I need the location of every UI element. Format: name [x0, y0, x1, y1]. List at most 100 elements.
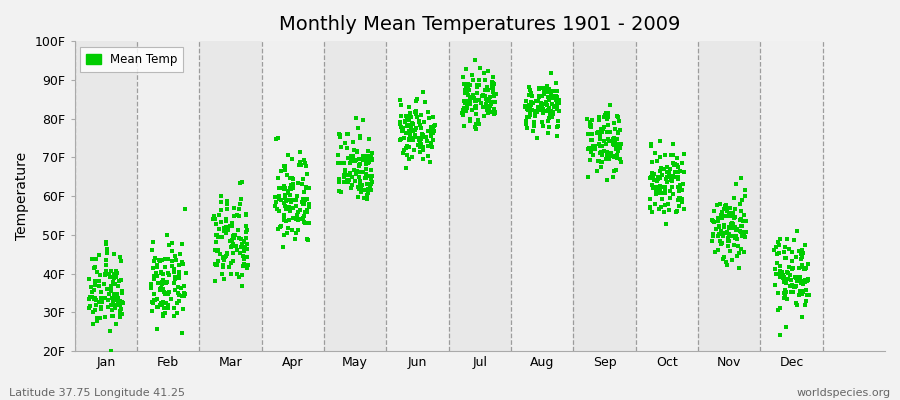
Point — [465, 77, 480, 83]
Point — [675, 196, 689, 202]
Point — [408, 134, 422, 141]
Point — [652, 138, 667, 144]
Point — [716, 256, 730, 262]
Point — [224, 237, 238, 243]
Point — [412, 135, 427, 141]
Point — [603, 128, 617, 135]
Point — [282, 197, 296, 203]
Point — [209, 239, 223, 245]
Point — [649, 187, 663, 193]
Point — [176, 261, 190, 267]
Title: Monthly Mean Temperatures 1901 - 2009: Monthly Mean Temperatures 1901 - 2009 — [279, 15, 680, 34]
Point — [582, 157, 597, 164]
Point — [729, 233, 743, 240]
Point — [98, 262, 112, 268]
Point — [227, 205, 241, 211]
Point — [213, 198, 228, 205]
Point — [654, 165, 669, 172]
Point — [610, 147, 625, 154]
Y-axis label: Temperature: Temperature — [15, 152, 29, 240]
Point — [284, 182, 299, 188]
Point — [354, 184, 368, 191]
Point — [482, 94, 497, 101]
Point — [485, 74, 500, 80]
Point — [673, 187, 688, 193]
Point — [171, 298, 185, 304]
Point — [104, 328, 118, 334]
Point — [158, 305, 172, 311]
Point — [289, 203, 303, 209]
Point — [397, 135, 411, 141]
Point — [280, 172, 294, 178]
Point — [455, 110, 470, 116]
Point — [717, 206, 732, 212]
Point — [112, 254, 127, 260]
Point — [768, 282, 782, 288]
Point — [789, 283, 804, 290]
Point — [295, 181, 310, 187]
Point — [789, 300, 804, 306]
Point — [222, 263, 237, 270]
Point — [232, 213, 247, 219]
Point — [302, 220, 317, 226]
Point — [487, 80, 501, 87]
Point — [269, 136, 284, 142]
Point — [279, 206, 293, 213]
Point — [785, 266, 799, 273]
Text: worldspecies.org: worldspecies.org — [796, 388, 891, 398]
Point — [734, 246, 748, 252]
Point — [361, 148, 375, 154]
Point — [284, 199, 298, 205]
Point — [796, 266, 811, 272]
Point — [545, 110, 560, 116]
Point — [677, 168, 691, 175]
Point — [283, 207, 297, 214]
Point — [723, 212, 737, 219]
Point — [784, 277, 798, 283]
Point — [672, 188, 687, 194]
Point — [714, 212, 728, 218]
Point — [611, 141, 625, 148]
Point — [406, 136, 420, 142]
Point — [423, 128, 437, 135]
Point — [99, 239, 113, 246]
Point — [467, 95, 482, 101]
Point — [276, 163, 291, 170]
Point — [86, 308, 101, 315]
Point — [772, 236, 787, 243]
Point — [206, 216, 220, 222]
Point — [86, 321, 100, 328]
Point — [156, 271, 170, 278]
Point — [353, 178, 367, 184]
Point — [240, 265, 255, 271]
Point — [340, 145, 355, 151]
Bar — [635, 41, 698, 351]
Point — [402, 127, 417, 134]
Point — [218, 253, 232, 260]
Point — [550, 101, 564, 108]
Point — [792, 276, 806, 282]
Point — [485, 109, 500, 115]
Point — [164, 296, 178, 302]
Point — [721, 237, 735, 244]
Bar — [448, 41, 511, 351]
Point — [112, 302, 127, 308]
Point — [652, 206, 666, 212]
Point — [660, 174, 674, 180]
Point — [344, 185, 358, 191]
Point — [227, 243, 241, 249]
Point — [660, 168, 674, 175]
Point — [272, 208, 286, 214]
Point — [715, 215, 729, 222]
Point — [150, 273, 165, 279]
Point — [521, 92, 535, 98]
Point — [594, 164, 608, 170]
Point — [83, 294, 97, 300]
Point — [286, 181, 301, 187]
Point — [277, 167, 292, 173]
Point — [706, 218, 721, 225]
Point — [274, 197, 289, 203]
Point — [662, 173, 677, 179]
Point — [425, 144, 439, 150]
Point — [85, 256, 99, 262]
